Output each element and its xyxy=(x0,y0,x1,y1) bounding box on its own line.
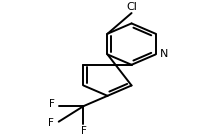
Text: F: F xyxy=(49,99,55,109)
Text: F: F xyxy=(81,126,86,136)
Text: N: N xyxy=(160,49,168,59)
Text: F: F xyxy=(48,118,54,128)
Text: Cl: Cl xyxy=(126,2,137,12)
